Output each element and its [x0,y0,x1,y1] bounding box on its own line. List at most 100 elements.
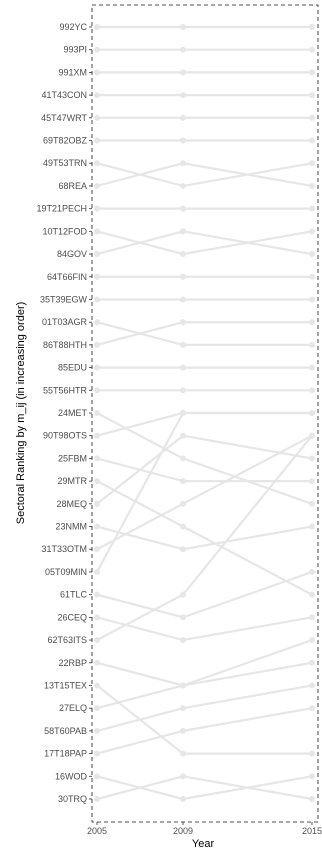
data-point-34-0 [94,796,100,802]
y-tick-label: 49T53TRN [43,158,87,168]
data-point-2-0 [94,69,100,76]
data-point-32-1 [180,727,186,734]
data-point-10-0 [94,251,100,258]
data-point-17-2 [309,500,315,507]
data-point-12-1 [180,296,186,303]
data-point-21-2 [309,455,315,462]
data-point-17-0 [94,410,100,416]
y-tick-label: 05T09MIN [45,567,87,577]
data-point-30-1 [180,682,186,689]
data-point-8-2 [309,205,315,212]
series-line-30 [96,639,313,710]
x-tick-label: 2005 [87,826,107,836]
data-point-0-0 [94,24,100,30]
y-tick-label: 991XM [58,67,87,77]
y-tick-label: 86T88HTH [43,340,87,350]
data-point-12-0 [94,296,100,303]
data-point-16-2 [309,387,315,394]
series-line-28 [96,661,313,687]
data-point-29-0 [94,682,100,689]
data-point-9-1 [180,251,186,258]
y-tick-label: 26CEQ [57,612,87,622]
y-tick-label: 10T12FOD [42,226,87,236]
data-point-4-1 [180,114,186,121]
y-tick-label: 25FBM [58,453,87,463]
data-point-5-2 [309,137,315,144]
y-tick-label: 13T15TEX [44,680,87,690]
series-line-32 [96,707,313,755]
data-point-0-2 [309,24,315,30]
x-axis-title: Year [192,838,215,850]
data-point-13-1 [180,341,186,348]
data-point-24-2 [309,410,315,416]
y-tick-label: 17T18PAP [44,749,87,759]
y-tick-label: 84GOV [57,249,87,259]
data-point-17-1 [180,455,186,462]
data-point-22-1 [180,546,186,553]
data-point-32-2 [309,705,315,712]
data-point-20-0 [94,478,100,485]
data-point-10-2 [309,251,315,258]
data-point-31-0 [94,727,100,734]
data-point-3-1 [180,92,186,99]
y-tick-label: 16WOD [55,771,88,781]
series-line-14 [96,321,312,346]
data-point-19-2 [309,478,315,485]
data-point-33-1 [180,796,186,802]
data-point-16-1 [180,387,186,394]
y-tick-label: 22RBP [58,658,87,668]
data-point-27-0 [94,637,100,644]
data-point-2-2 [309,69,315,76]
data-point-29-2 [309,750,315,757]
data-point-34-2 [309,796,315,802]
y-tick-label: 30TRQ [58,794,87,804]
data-point-3-0 [94,92,100,99]
data-point-12-2 [309,296,315,303]
data-point-19-1 [180,478,186,485]
y-tick-label: 90T98OTS [43,431,87,441]
data-point-15-0 [94,364,100,371]
data-point-22-2 [309,523,315,530]
data-point-15-2 [309,364,315,371]
data-point-25-0 [94,591,100,598]
data-point-25-2 [309,568,315,575]
data-point-23-1 [180,500,186,507]
y-tick-label: 58T60PAB [44,726,87,736]
data-point-18-0 [94,432,100,439]
data-point-5-1 [180,137,186,144]
data-point-14-2 [309,319,315,326]
y-tick-label: 69T82OBZ [43,136,88,146]
data-point-24-1 [180,410,186,416]
data-point-2-1 [180,69,186,76]
y-tick-label: 85EDU [58,363,87,373]
data-point-13-0 [94,319,100,326]
data-point-11-2 [309,273,315,280]
y-tick-label: 62T63ITS [47,635,87,645]
data-point-11-0 [94,273,100,280]
y-axis-ticks: 992YC 993PI 991XM 41T43CON 45T47WRT 69T82OBZ 4… [36,22,92,804]
data-point-27-2 [309,432,315,439]
data-point-30-0 [94,705,100,712]
data-point-24-0 [94,568,100,575]
y-tick-label: 993PI [63,45,87,55]
y-tick-label: 992YC [59,22,87,32]
data-point-33-2 [309,773,315,780]
y-tick-label: 27ELQ [59,703,87,713]
data-point-19-0 [94,455,100,462]
y-tick-label: 35T39EGW [40,294,88,304]
data-point-26-1 [180,637,186,644]
data-point-34-1 [180,773,186,780]
series-points [94,24,315,802]
y-tick-label: 23NMM [55,522,87,532]
data-point-7-0 [94,182,100,189]
series-line-29 [96,684,312,755]
series-lines [96,25,313,801]
data-point-31-1 [180,705,186,712]
data-point-8-1 [180,205,186,212]
data-point-8-0 [94,205,100,212]
data-point-9-0 [94,228,100,235]
x-axis-ticks: 2005 2009 2015 [87,822,322,836]
series-line-26 [96,616,313,642]
data-point-11-1 [180,273,186,280]
data-point-20-2 [309,591,315,598]
